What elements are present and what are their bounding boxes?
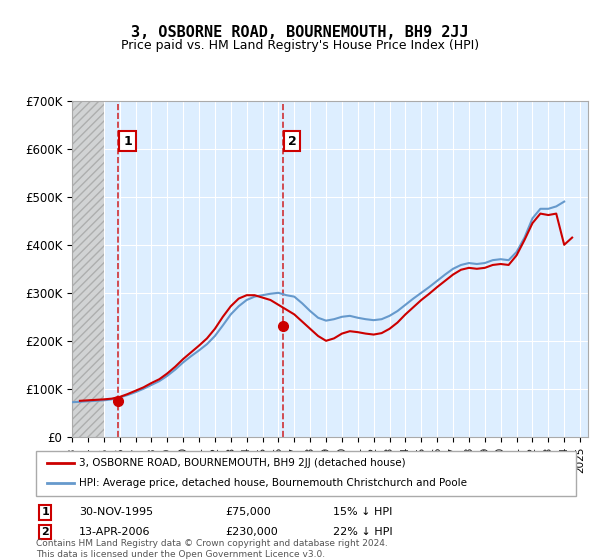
Text: HPI: Average price, detached house, Bournemouth Christchurch and Poole: HPI: Average price, detached house, Bour…: [79, 478, 467, 488]
Text: 3, OSBORNE ROAD, BOURNEMOUTH, BH9 2JJ (detached house): 3, OSBORNE ROAD, BOURNEMOUTH, BH9 2JJ (d…: [79, 458, 406, 468]
Text: 15% ↓ HPI: 15% ↓ HPI: [333, 507, 392, 517]
Text: 2: 2: [288, 134, 296, 148]
Text: £75,000: £75,000: [225, 507, 271, 517]
FancyBboxPatch shape: [36, 451, 576, 496]
Text: £230,000: £230,000: [225, 527, 278, 537]
Text: 3, OSBORNE ROAD, BOURNEMOUTH, BH9 2JJ: 3, OSBORNE ROAD, BOURNEMOUTH, BH9 2JJ: [131, 25, 469, 40]
Text: 13-APR-2006: 13-APR-2006: [79, 527, 151, 537]
Text: 22% ↓ HPI: 22% ↓ HPI: [333, 527, 392, 537]
Text: Price paid vs. HM Land Registry's House Price Index (HPI): Price paid vs. HM Land Registry's House …: [121, 39, 479, 52]
Text: 1: 1: [41, 507, 49, 517]
Text: 1: 1: [123, 134, 132, 148]
Text: 2: 2: [41, 527, 49, 537]
Text: Contains HM Land Registry data © Crown copyright and database right 2024.
This d: Contains HM Land Registry data © Crown c…: [36, 539, 388, 559]
Text: 30-NOV-1995: 30-NOV-1995: [79, 507, 154, 517]
Bar: [72, 101, 104, 437]
